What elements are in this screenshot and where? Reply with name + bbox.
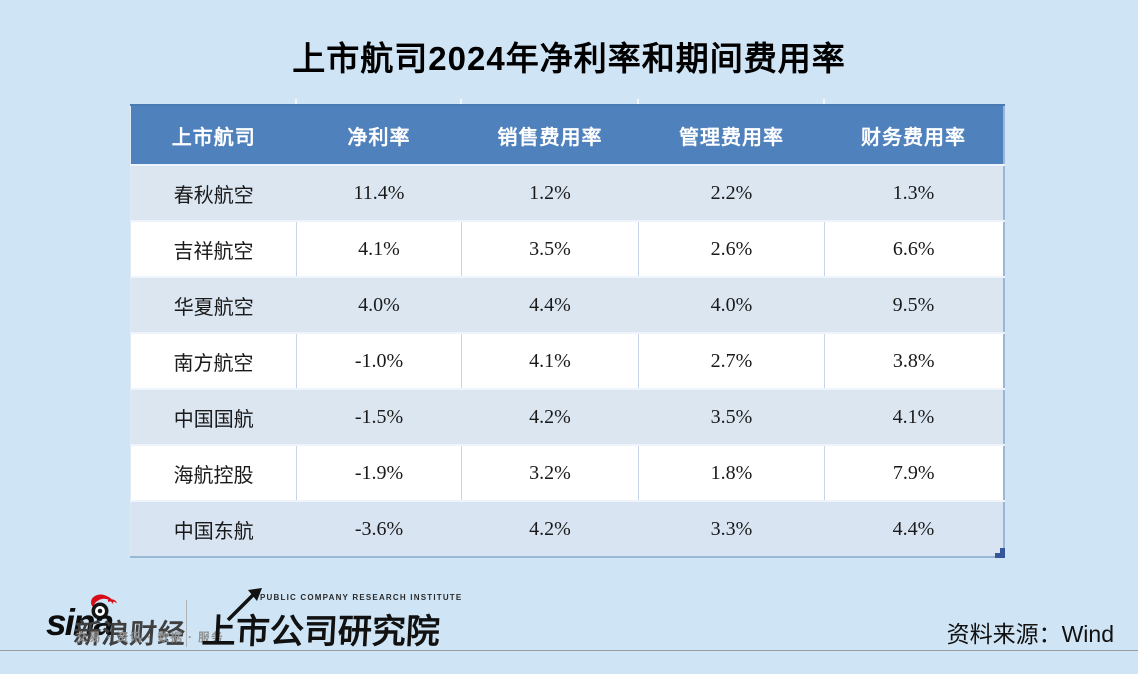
cell-company: 华夏航空 — [173, 296, 254, 319]
cell-finance-expense: 4.1% — [892, 405, 935, 428]
cell-net-margin: 4.1% — [296, 221, 462, 277]
table-row: 吉祥航空 4.1% 3.5% 2.6% 6.6% — [130, 221, 1004, 277]
grid-notch — [295, 99, 297, 104]
cell-sales-expense: 4.1% — [461, 333, 639, 389]
cell-net-margin: -1.0% — [296, 333, 462, 389]
col-header-airline: 上市航司 — [171, 126, 256, 149]
sina-wordmark: sina — [46, 602, 114, 643]
cell-finance-expense: 3.8% — [892, 349, 935, 372]
table-row: 海航控股 -1.9% 3.2% 1.8% 7.9% — [130, 445, 1004, 501]
cell-admin-expense: 3.3% — [710, 517, 753, 540]
grid-notches — [130, 99, 1003, 104]
table-row: 春秋航空 11.4% 1.2% 2.2% 1.3% — [130, 165, 1004, 221]
cell-finance-expense: 9.5% — [892, 293, 935, 316]
table-row: 中国东航 -3.6% 4.2% 3.3% 4.4% — [130, 501, 1004, 557]
cell-company: 春秋航空 — [173, 184, 254, 207]
cell-admin-expense: 1.8% — [638, 445, 825, 501]
col-header-net-margin: 净利率 — [347, 126, 411, 149]
cell-net-margin: -1.9% — [296, 445, 462, 501]
cell-admin-expense: 3.5% — [710, 405, 753, 428]
cell-company: 吉祥航空 — [130, 221, 297, 277]
cell-finance-expense: 6.6% — [892, 237, 935, 260]
institute-name-cn: 上市公司研究院 — [200, 613, 441, 651]
sina-eye-icon — [84, 594, 120, 625]
data-source-note: 资料来源：Wind — [946, 621, 1114, 647]
table-header-row: 上市航司 净利率 销售费用率 管理费用率 财务费用率 — [130, 105, 1004, 165]
airlines-table: 上市航司 净利率 销售费用率 管理费用率 财务费用率 春秋航空 11.4% 1.… — [130, 104, 1005, 558]
cell-net-margin: 11.4% — [353, 181, 405, 204]
cell-finance-expense: 7.9% — [892, 461, 935, 484]
col-header-admin-expense: 管理费用率 — [679, 126, 784, 149]
cell-finance-expense: 4.4% — [892, 517, 935, 540]
cell-company: 中国东航 — [173, 520, 254, 543]
institute-logo: PUBLIC COMPANY RESEARCH INSTITUTE 上市公司研究… — [201, 588, 461, 651]
grid-notch — [823, 99, 825, 104]
cell-company: 中国国航 — [173, 408, 254, 431]
cell-sales-expense: 1.2% — [529, 181, 571, 204]
logo-divider — [186, 600, 187, 647]
cell-net-margin: 4.0% — [358, 293, 400, 316]
cell-admin-expense: 4.0% — [710, 293, 753, 316]
table-row: 华夏航空 4.0% 4.4% 4.0% 9.5% — [130, 277, 1004, 333]
grid-notch — [460, 99, 462, 104]
cell-company: 南方航空 — [130, 333, 297, 389]
resize-handle-icon — [995, 548, 1005, 558]
cell-finance-expense: 1.3% — [892, 181, 935, 204]
cell-net-margin: -1.5% — [354, 405, 404, 428]
table-row: 南方航空 -1.0% 4.1% 2.7% 3.8% — [130, 333, 1004, 389]
cell-admin-expense: 2.7% — [638, 333, 825, 389]
cell-sales-expense: 4.2% — [529, 517, 571, 540]
arrow-up-icon — [222, 587, 264, 628]
cell-sales-expense: 3.5% — [461, 221, 639, 277]
sina-logo: sina — [46, 594, 191, 646]
cell-sales-expense: 4.2% — [529, 405, 571, 428]
cell-sales-expense: 3.2% — [461, 445, 639, 501]
cell-admin-expense: 2.2% — [710, 181, 753, 204]
table-row: 中国国航 -1.5% 4.2% 3.5% 4.1% — [130, 389, 1004, 445]
cell-net-margin: -3.6% — [354, 517, 404, 540]
cell-sales-expense: 4.4% — [529, 293, 571, 316]
cell-company: 海航控股 — [130, 445, 297, 501]
col-header-finance-expense: 财务费用率 — [861, 126, 966, 149]
col-header-sales-expense: 销售费用率 — [497, 126, 603, 149]
page-title: 上市航司2024年净利率和期间费用率 — [292, 40, 846, 77]
institute-name-en: PUBLIC COMPANY RESEARCH INSTITUTE — [260, 593, 463, 602]
cell-admin-expense: 2.6% — [638, 221, 825, 277]
footer-divider-line — [0, 650, 1138, 651]
grid-notch — [637, 99, 639, 104]
